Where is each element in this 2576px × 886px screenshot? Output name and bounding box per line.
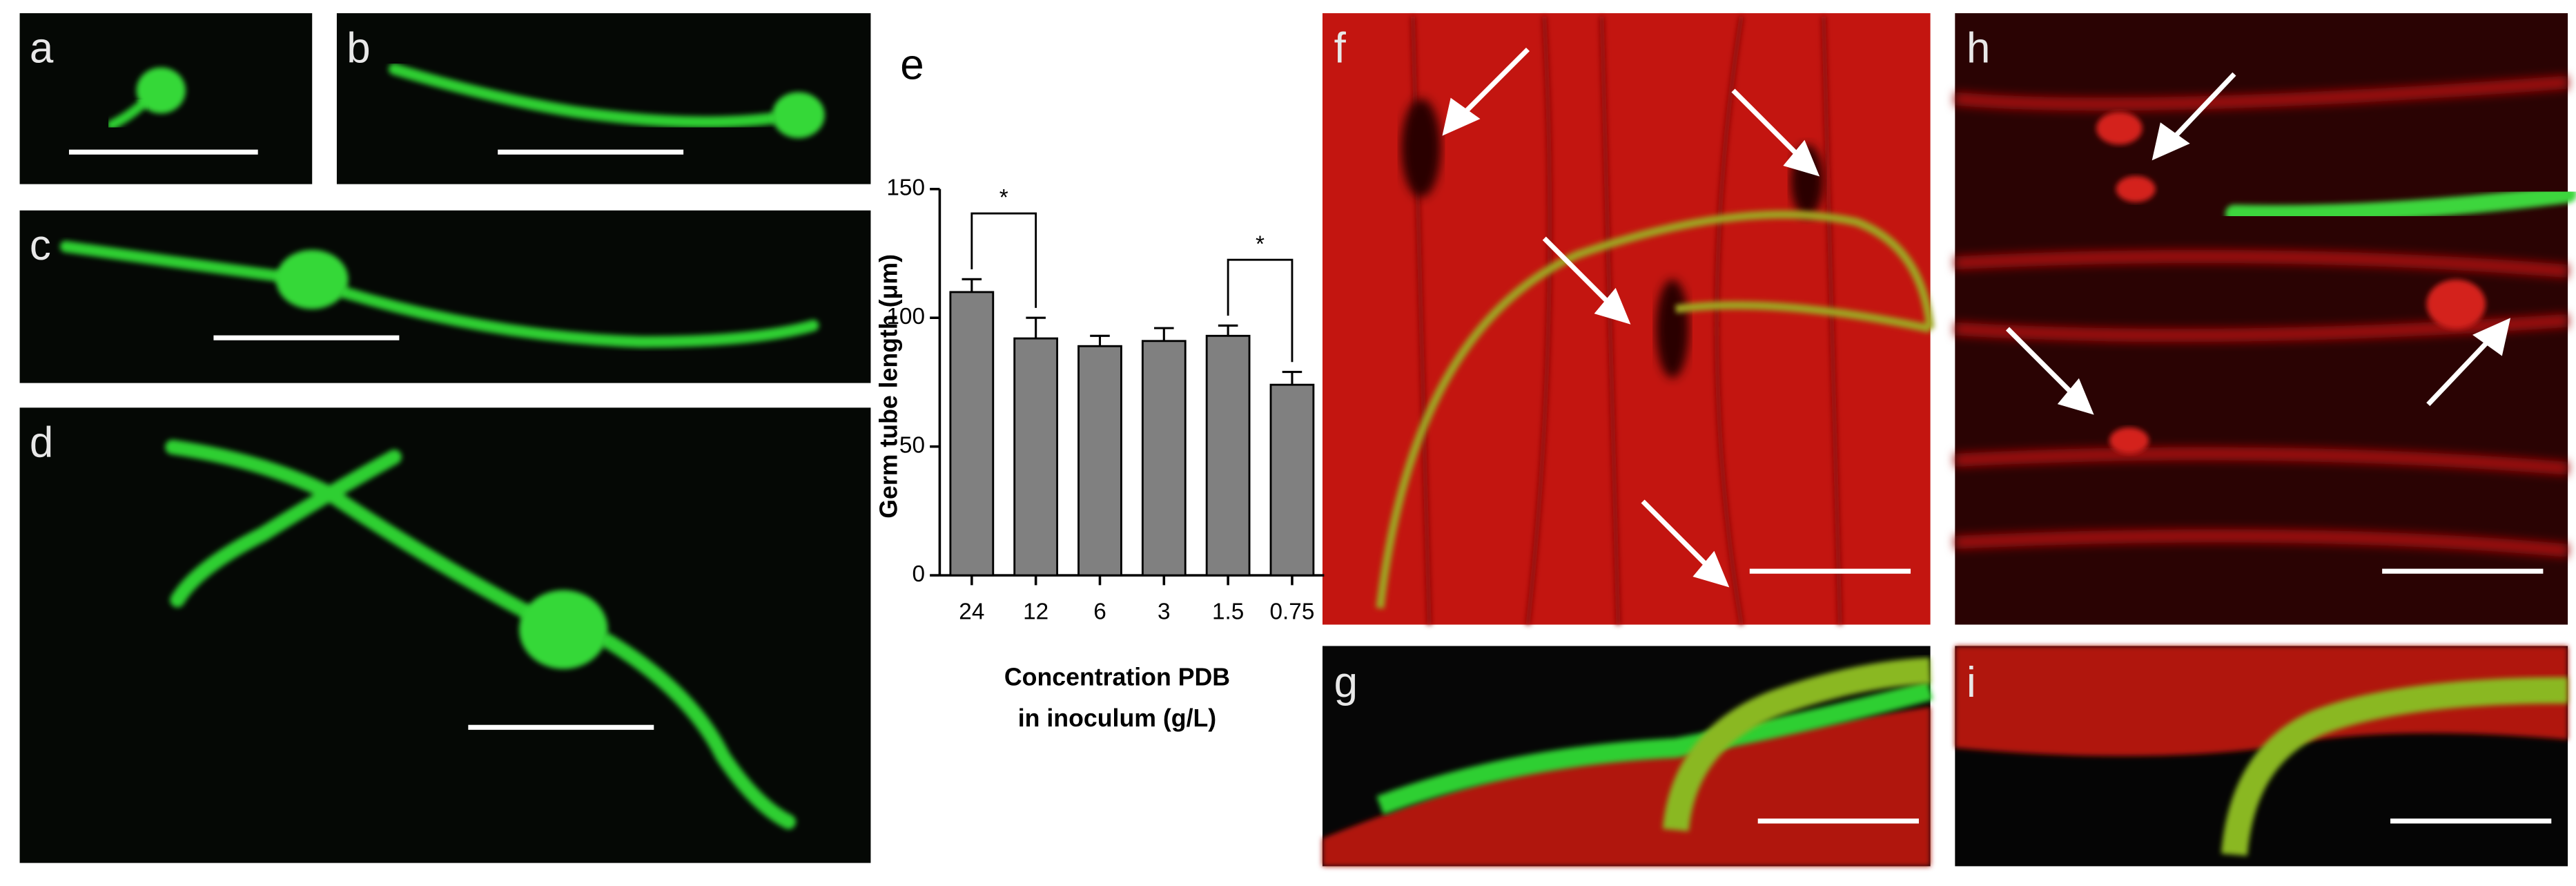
bar xyxy=(1141,340,1187,577)
panel-label: h xyxy=(1967,25,1990,73)
bar xyxy=(1205,334,1251,577)
x-tick-label: 24 xyxy=(959,599,984,625)
error-bar xyxy=(962,278,982,292)
panel-f: f xyxy=(1322,13,1935,626)
bar xyxy=(1269,383,1315,577)
error-bar xyxy=(1154,327,1174,341)
y-tick-label: 100 xyxy=(886,304,925,329)
panel-h: h xyxy=(1954,13,2576,625)
significance-label: * xyxy=(1256,231,1265,257)
panel-label: c xyxy=(30,222,51,269)
panel-label: d xyxy=(30,419,53,467)
x-tick-label: 3 xyxy=(1158,599,1171,625)
x-axis-label: Concentration PDB xyxy=(1004,664,1230,691)
error-bar xyxy=(1218,324,1238,336)
significance-label: * xyxy=(999,185,1008,211)
x-tick-label: 12 xyxy=(1023,599,1048,625)
bar xyxy=(1013,337,1059,577)
panel-d: d xyxy=(19,407,871,863)
panel-label: i xyxy=(1967,659,1976,706)
bar-chart: e Germ tube length (μm) Concentration PD… xyxy=(875,41,1325,732)
panel-b: b xyxy=(336,13,871,184)
significance-bracket xyxy=(1227,258,1294,363)
y-tick-label: 50 xyxy=(899,432,925,458)
x-axis-label: in inoculum (g/L) xyxy=(1018,704,1216,732)
y-axis-label: Germ tube length (μm) xyxy=(875,254,903,519)
panel-i: i xyxy=(1955,646,2568,867)
panel-g: g xyxy=(1322,646,1933,867)
error-bar xyxy=(1090,334,1110,347)
x-tick-label: 6 xyxy=(1093,599,1106,625)
panel-label: a xyxy=(30,25,54,73)
panel-label: f xyxy=(1334,25,1347,73)
panel-label: b xyxy=(347,25,370,73)
panel-c: c xyxy=(19,210,871,383)
panel-a: a xyxy=(19,13,313,184)
x-tick-label: 1.5 xyxy=(1212,599,1244,625)
bar xyxy=(1077,345,1122,577)
bar xyxy=(949,291,995,577)
x-tick-label: 0.75 xyxy=(1270,599,1315,625)
panel-label: e xyxy=(900,41,924,88)
error-bar xyxy=(1026,316,1046,339)
y-tick-label: 0 xyxy=(912,561,925,587)
panel-label: g xyxy=(1334,659,1358,706)
y-tick-label: 150 xyxy=(886,175,925,201)
error-bar xyxy=(1282,370,1302,385)
significance-bracket xyxy=(970,212,1037,308)
